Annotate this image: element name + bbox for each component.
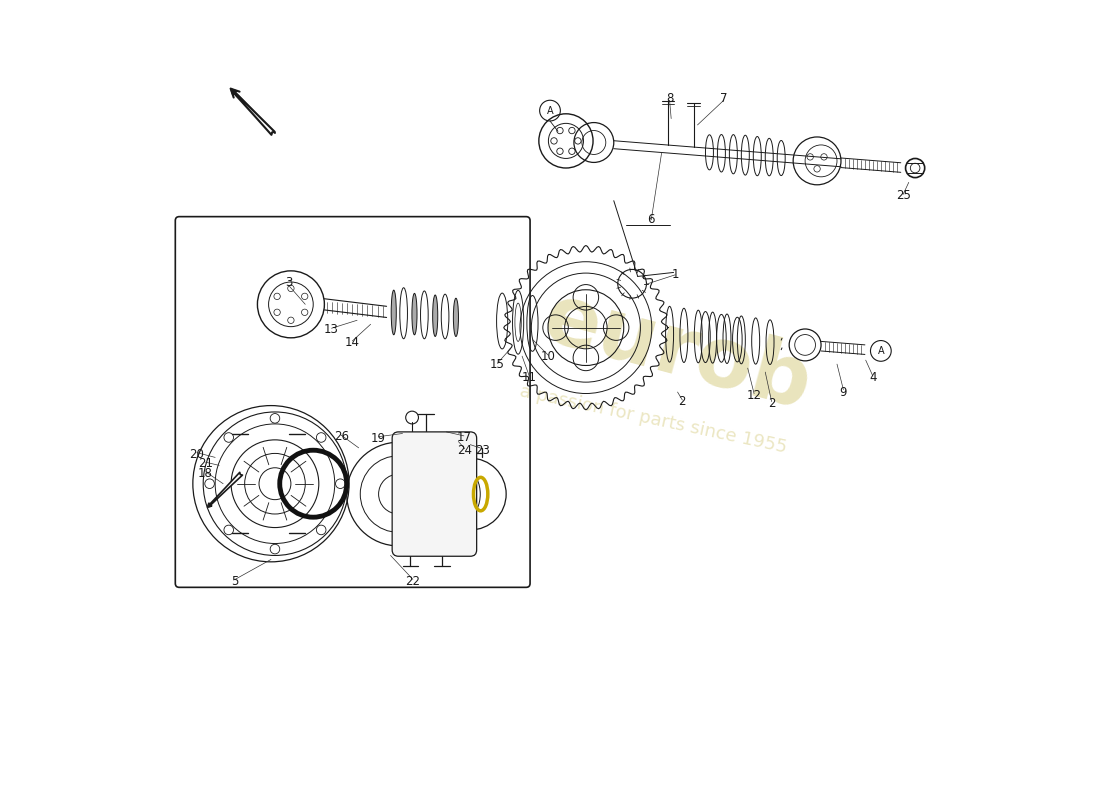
FancyBboxPatch shape: [392, 432, 476, 556]
Text: 12: 12: [747, 389, 761, 402]
Text: 4: 4: [869, 371, 877, 384]
Text: 22: 22: [406, 575, 420, 588]
Text: 6: 6: [648, 214, 654, 226]
Ellipse shape: [432, 295, 438, 337]
Text: 7: 7: [720, 92, 727, 105]
Text: 24: 24: [458, 444, 472, 457]
Text: 2: 2: [768, 397, 776, 410]
Text: 15: 15: [490, 358, 505, 371]
Text: 14: 14: [344, 336, 360, 349]
Text: 17: 17: [456, 431, 472, 444]
Text: 8: 8: [666, 92, 673, 105]
Text: A: A: [878, 346, 884, 356]
Text: eurob: eurob: [535, 278, 821, 426]
Text: 20: 20: [189, 448, 205, 461]
Text: A: A: [547, 106, 553, 116]
Ellipse shape: [411, 294, 417, 335]
Text: 21: 21: [198, 458, 213, 470]
Text: 2: 2: [679, 395, 686, 408]
Text: 9: 9: [839, 386, 847, 398]
Text: 26: 26: [333, 430, 349, 443]
Text: 3: 3: [285, 275, 293, 289]
Text: 1: 1: [671, 268, 679, 282]
Text: 25: 25: [895, 190, 911, 202]
Text: 19: 19: [371, 432, 386, 445]
Ellipse shape: [453, 298, 459, 337]
Ellipse shape: [392, 290, 396, 334]
Text: 11: 11: [521, 371, 537, 384]
Text: 5: 5: [231, 575, 239, 588]
Text: 13: 13: [324, 323, 339, 336]
Text: a passion for parts since 1955: a passion for parts since 1955: [518, 382, 789, 457]
Text: 18: 18: [198, 467, 213, 480]
Text: 10: 10: [541, 350, 556, 363]
Text: 23: 23: [475, 444, 490, 457]
